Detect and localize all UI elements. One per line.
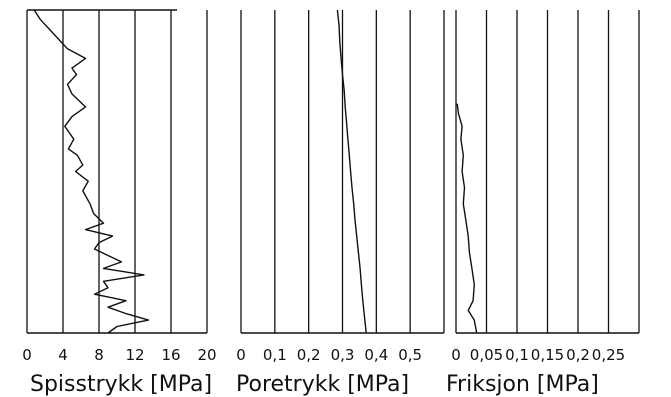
spisstrykk-tick-label: 4 [58, 346, 68, 364]
poretrykk-panel: 0 0,1 0,2 0,3 0,4 0,5 [236, 9, 445, 364]
poretrykk-tick-label: 0,2 [297, 346, 321, 364]
friksjon-tick-label: 0,1 [505, 346, 529, 364]
spisstrykk-tick-label: 20 [197, 346, 216, 364]
spisstrykk-panel: 0 4 8 12 16 20 [22, 9, 217, 364]
poretrykk-tick-label: 0,4 [364, 346, 388, 364]
poretrykk-tick-label: 0 [236, 346, 246, 364]
friksjon-tick-label: 0,25 [592, 346, 625, 364]
spisstrykk-axis-title: Spisstrykk [MPa] [30, 372, 212, 397]
spisstrykk-tick-label: 0 [22, 346, 32, 364]
poretrykk-tick-label: 0,3 [331, 346, 355, 364]
poretrykk-profile-line [336, 9, 367, 334]
friksjon-axis-title: Friksjon [MPa] [446, 372, 599, 397]
poretrykk-tick-label: 0,1 [263, 346, 287, 364]
poretrykk-tick-label: 0,5 [398, 346, 422, 364]
friksjon-tick-label: 0,15 [531, 346, 564, 364]
friksjon-tick-label: 0,05 [470, 346, 503, 364]
spisstrykk-tick-label: 12 [125, 346, 144, 364]
friksjon-tick-label: 0,2 [566, 346, 590, 364]
poretrykk-axis-title: Poretrykk [MPa] [236, 372, 409, 397]
friksjon-tick-label: 0 [451, 346, 461, 364]
friksjon-profile-line [456, 103, 478, 334]
friksjon-panel: 0 0,05 0,1 0,15 0,2 0,25 [451, 10, 640, 364]
spisstrykk-profile-line [33, 9, 150, 334]
spisstrykk-tick-label: 8 [94, 346, 104, 364]
spisstrykk-tick-label: 16 [161, 346, 180, 364]
